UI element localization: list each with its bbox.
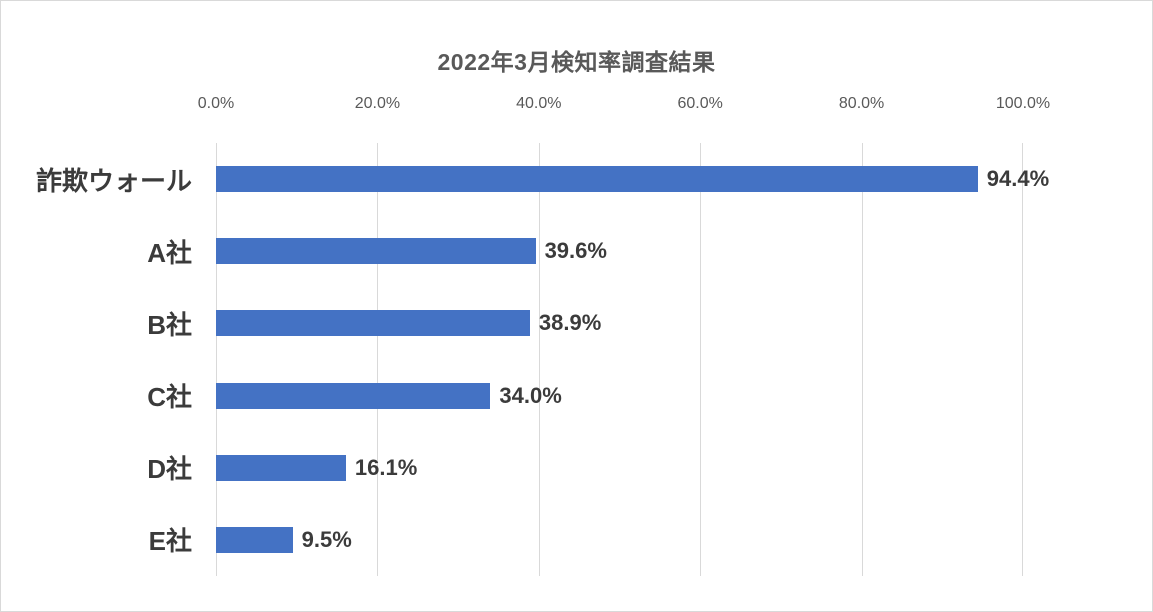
- chart-title: 2022年3月検知率調査結果: [437, 49, 716, 75]
- bar-row: 38.9%: [216, 287, 1023, 359]
- x-axis: 0.0% 20.0% 40.0% 60.0% 80.0% 100.0%: [198, 95, 1050, 117]
- data-label: 16.1%: [354, 454, 418, 480]
- data-label: 9.5%: [301, 526, 352, 552]
- x-tick-label: 80.0%: [838, 95, 885, 112]
- x-tick-label: 40.0%: [516, 95, 562, 112]
- gridline: [700, 143, 702, 576]
- bar-row: 16.1%: [216, 432, 1023, 504]
- data-label: 34.0%: [499, 382, 562, 408]
- data-label: 94.4%: [986, 166, 1050, 192]
- category-label: D社: [147, 454, 192, 485]
- bar: [216, 526, 293, 553]
- category-label: C社: [147, 382, 192, 413]
- gridline: [861, 143, 863, 576]
- bar: [216, 238, 536, 265]
- x-tick-label: 60.0%: [677, 95, 723, 112]
- data-label: 39.6%: [544, 238, 607, 264]
- bar: [216, 382, 491, 409]
- bar: [216, 310, 530, 337]
- data-label: 38.9%: [538, 310, 602, 336]
- x-tick-label: 100.0%: [995, 95, 1051, 112]
- bars: 94.4% 39.6% 38.9% 34.0% 16.1% 9.5%: [216, 143, 1049, 576]
- bar-row: 94.4%: [216, 143, 1049, 215]
- bar-row: 34.0%: [216, 360, 1023, 432]
- bar: [216, 454, 346, 481]
- gridline: [377, 143, 379, 576]
- gridline: [1022, 143, 1023, 576]
- y-axis-category-labels: 詐欺ウォール A社 B社 C社 D社 E社: [1, 143, 204, 576]
- bar: [216, 166, 978, 193]
- category-label: A社: [147, 237, 192, 268]
- bar-row: 39.6%: [216, 215, 1023, 287]
- category-label: B社: [147, 309, 192, 340]
- x-tick-label: 0.0%: [197, 95, 235, 112]
- gridline: [538, 143, 540, 576]
- category-label: E社: [148, 526, 192, 557]
- plot-area: 94.4% 39.6% 38.9% 34.0% 16.1% 9.5%: [216, 143, 1049, 576]
- bar-row: 9.5%: [216, 504, 1023, 576]
- category-label: 詐欺ウォール: [35, 165, 192, 196]
- gridline: [216, 143, 217, 576]
- x-tick-label: 20.0%: [354, 95, 401, 112]
- gridlines: [216, 143, 1023, 576]
